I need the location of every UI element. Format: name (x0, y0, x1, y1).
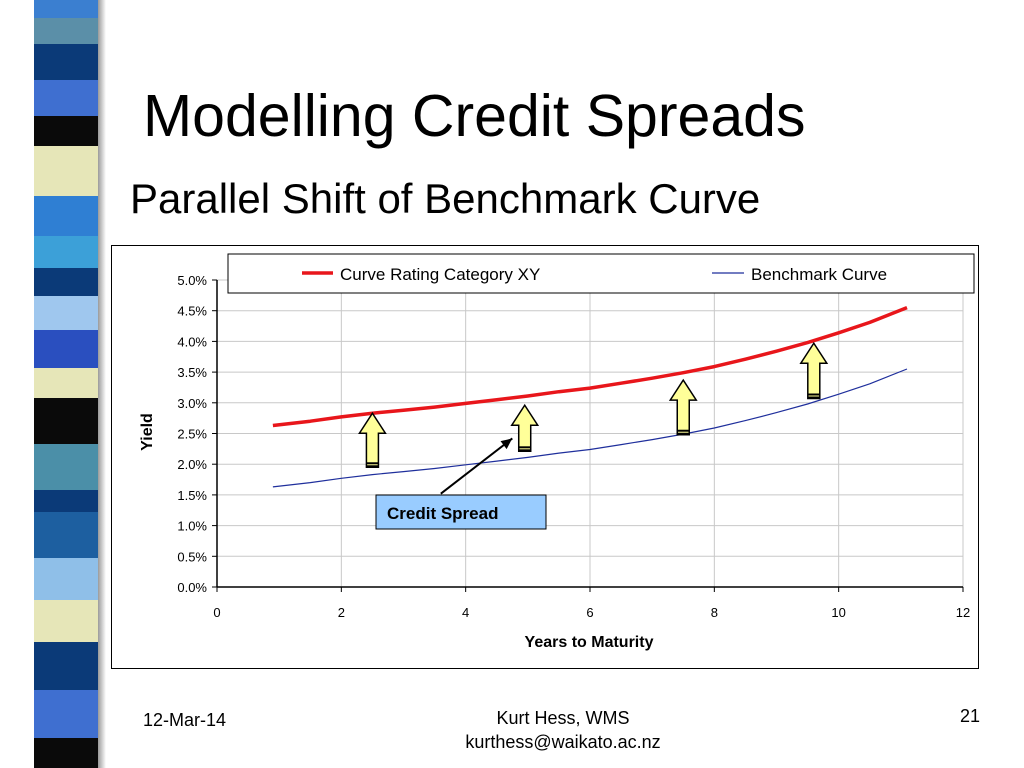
x-tick-label: 8 (711, 605, 718, 620)
credit-spread-pointer (440, 437, 513, 495)
shift-arrows (358, 341, 829, 469)
y-tick-label: 4.5% (177, 304, 207, 319)
footer-date: 12-Mar-14 (143, 710, 227, 730)
footer-author: Kurt Hess, WMS (496, 708, 630, 728)
credit-spread-pointer-head (500, 438, 513, 450)
chart-series (272, 305, 908, 488)
y-axis-label: Yield (139, 413, 156, 451)
y-tick-label: 2.0% (177, 457, 207, 472)
credit-spread-callout-label: Credit Spread (387, 504, 498, 523)
slide-subtitle: Parallel Shift of Benchmark Curve (130, 175, 761, 222)
x-tick-label: 6 (586, 605, 593, 620)
x-tick-label: 4 (462, 605, 469, 620)
x-axis-label: Years to Maturity (525, 634, 654, 651)
series-line-rating-curve (272, 305, 908, 428)
decorative-stripe-shadow (98, 0, 106, 768)
chart-axes: 0.0% 0.5% 1.0% 1.5% 2.0% 2.5% 3.0% 3.5% 4.0% 4.5%… (177, 273, 970, 620)
footer-page-number: 21 (960, 706, 981, 726)
slide-title: Modelling Credit Spreads (143, 83, 806, 149)
chart-gridlines (217, 279, 964, 587)
series-line-benchmark-curve (272, 368, 908, 488)
footer-email: kurthess@waikato.ac.nz (465, 732, 661, 752)
y-tick-label: 2.5% (177, 427, 207, 442)
x-tick-label: 12 (956, 605, 970, 620)
footer-author-block: Kurt Hess, WMS kurthess@waikato.ac.nz (443, 706, 683, 754)
x-tick-label: 10 (831, 605, 845, 620)
legend-entry: Curve Rating Category XY (340, 265, 540, 284)
shift-arrow (358, 411, 387, 469)
shift-arrow (510, 403, 540, 453)
chart-frame (111, 245, 979, 669)
y-tick-label: 0.5% (177, 549, 207, 564)
y-tick-label: 3.0% (177, 396, 207, 411)
y-tick-label: 1.0% (177, 519, 207, 534)
x-tick-label: 0 (213, 605, 220, 620)
decorative-stripe-column (34, 0, 98, 768)
credit-spread-callout-box (375, 494, 547, 530)
shift-arrow (799, 341, 829, 400)
y-tick-label: 4.0% (177, 334, 207, 349)
y-tick-label: 0.0% (177, 580, 207, 595)
legend-entry: Benchmark Curve (751, 265, 887, 284)
chart-legend: Curve Rating Category XY Benchmark Curve (227, 253, 975, 294)
shift-arrow (668, 378, 698, 436)
x-tick-label: 2 (338, 605, 345, 620)
legend-box (227, 253, 975, 294)
y-tick-label: 5.0% (177, 273, 207, 288)
y-tick-label: 1.5% (177, 488, 207, 503)
credit-spread-annotation: Credit Spread (375, 437, 547, 530)
y-tick-label: 3.5% (177, 365, 207, 380)
